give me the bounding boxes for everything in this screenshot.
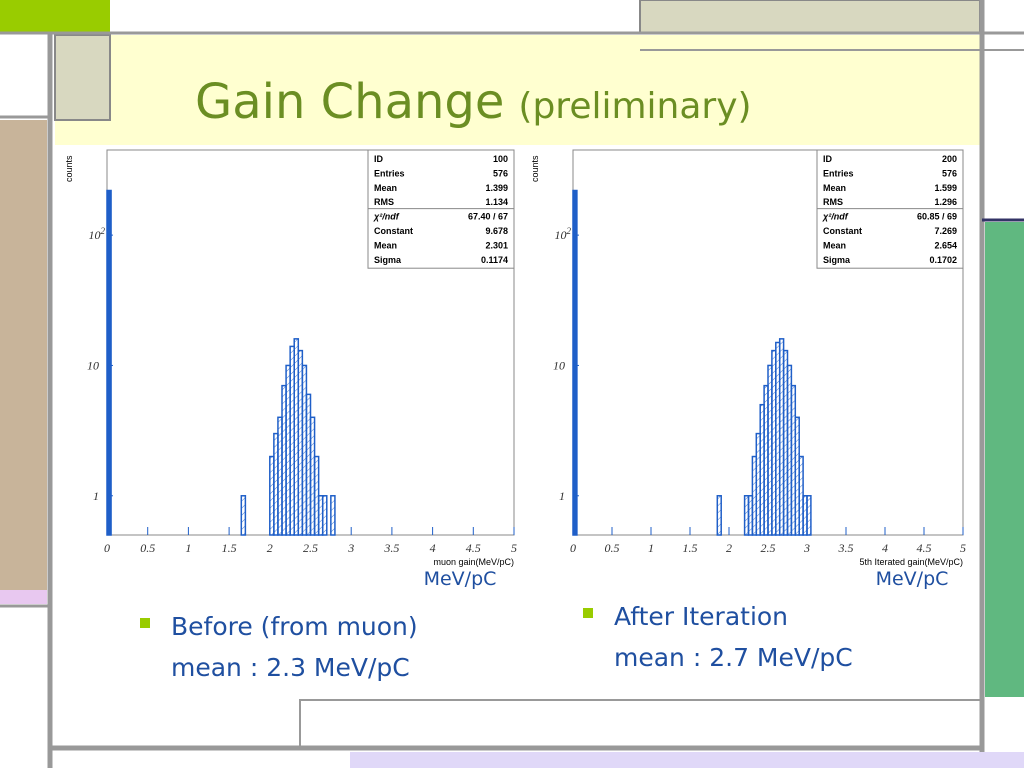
unit-label: MeV/pC	[876, 568, 949, 590]
stats-value: 0.1702	[929, 255, 957, 265]
y-tick-exponent: 2	[567, 226, 572, 236]
stats-value: 1.599	[934, 183, 957, 193]
y-tick-label: 10	[87, 358, 99, 372]
x-tick-label: 5	[960, 541, 966, 555]
x-tick-label: 3.5	[383, 541, 399, 555]
stats-name: Entries	[374, 168, 405, 178]
x-tick-label: 2.5	[303, 541, 318, 555]
stats-name: Mean	[374, 183, 397, 193]
histogram-bar	[572, 189, 578, 536]
histogram-bar	[321, 495, 328, 536]
bullet-text: mean : 2.3 MeV/pC	[171, 653, 410, 682]
stats-value: 100	[493, 154, 508, 164]
x-tick-label: 4	[430, 541, 436, 555]
stats-value: 1.296	[934, 197, 957, 207]
stats-name: Constant	[374, 226, 413, 236]
stats-name: Mean	[374, 240, 397, 250]
stats-name: χ²/ndf	[822, 212, 849, 222]
slide-title: Gain Change (preliminary)	[195, 74, 752, 130]
stats-value: 200	[942, 154, 957, 164]
histogram-bar	[806, 495, 812, 536]
stats-value: 2.301	[485, 240, 508, 250]
x-tick-label: 4	[882, 541, 888, 555]
bullet-text: After Iteration	[614, 602, 788, 631]
unit-label: MeV/pC	[424, 568, 497, 590]
x-axis-label: muon gain(MeV/pC)	[433, 557, 514, 567]
x-tick-label: 0.5	[605, 541, 620, 555]
x-tick-label: 5	[511, 541, 517, 555]
x-tick-label: 1.5	[683, 541, 698, 555]
stats-name: RMS	[374, 197, 394, 207]
stats-value: 1.399	[485, 183, 508, 193]
stats-name: χ²/ndf	[373, 212, 400, 222]
y-tick-label: 1	[93, 489, 99, 503]
stats-value: 0.1174	[481, 255, 508, 265]
y-tick-base: 10	[555, 228, 567, 242]
x-tick-label: 0	[104, 541, 110, 555]
stats-value: 576	[942, 168, 957, 178]
x-tick-label: 2	[726, 541, 732, 555]
x-tick-label: 4.5	[466, 541, 481, 555]
y-axis-label: counts	[64, 155, 74, 182]
stats-name: Mean	[823, 240, 846, 250]
stats-value: 576	[493, 168, 508, 178]
y-tick-exponent: 2	[101, 226, 106, 236]
x-axis-label: 5th Iterated gain(MeV/pC)	[859, 557, 963, 567]
stats-name: Sigma	[374, 255, 402, 265]
stats-name: ID	[374, 154, 384, 164]
x-tick-label: 3	[803, 541, 810, 555]
histogram-bar	[240, 495, 247, 536]
stats-name: Mean	[823, 183, 846, 193]
x-tick-label: 3	[347, 541, 354, 555]
stats-value: 2.654	[934, 240, 957, 250]
histogram-bar	[106, 189, 112, 536]
y-tick-label: 102	[89, 226, 106, 242]
x-tick-label: 1.5	[222, 541, 237, 555]
x-tick-label: 0.5	[140, 541, 155, 555]
stats-value: 67.40 / 67	[468, 212, 508, 222]
bullet-text: Before (from muon)	[171, 612, 418, 641]
x-tick-label: 3.5	[838, 541, 854, 555]
title: Gain Change	[195, 74, 504, 130]
stats-value: 60.85 / 69	[917, 212, 957, 222]
x-tick-label: 2	[267, 541, 273, 555]
stats-name: Constant	[823, 226, 862, 236]
y-tick-label: 1	[559, 489, 565, 503]
x-tick-label: 1	[185, 541, 191, 555]
stats-name: Entries	[823, 168, 854, 178]
x-tick-label: 4.5	[917, 541, 932, 555]
stats-name: Sigma	[823, 255, 851, 265]
subtitle: (preliminary)	[518, 86, 751, 127]
x-tick-label: 0	[570, 541, 576, 555]
stats-value: 7.269	[934, 226, 957, 236]
y-axis-label: counts	[530, 155, 540, 182]
stats-name: ID	[823, 154, 833, 164]
y-tick-base: 10	[89, 228, 101, 242]
stats-value: 9.678	[485, 226, 508, 236]
y-tick-label: 10	[553, 358, 565, 372]
histogram-bar	[330, 495, 336, 536]
bullet-marker	[140, 618, 150, 628]
x-tick-label: 2.5	[761, 541, 776, 555]
stats-name: RMS	[823, 197, 843, 207]
histogram-bar	[716, 495, 722, 536]
bullet-text: mean : 2.7 MeV/pC	[614, 643, 853, 672]
x-tick-label: 1	[648, 541, 654, 555]
bullet-marker	[583, 608, 593, 618]
y-tick-label: 102	[555, 226, 572, 242]
stats-value: 1.134	[485, 197, 508, 207]
